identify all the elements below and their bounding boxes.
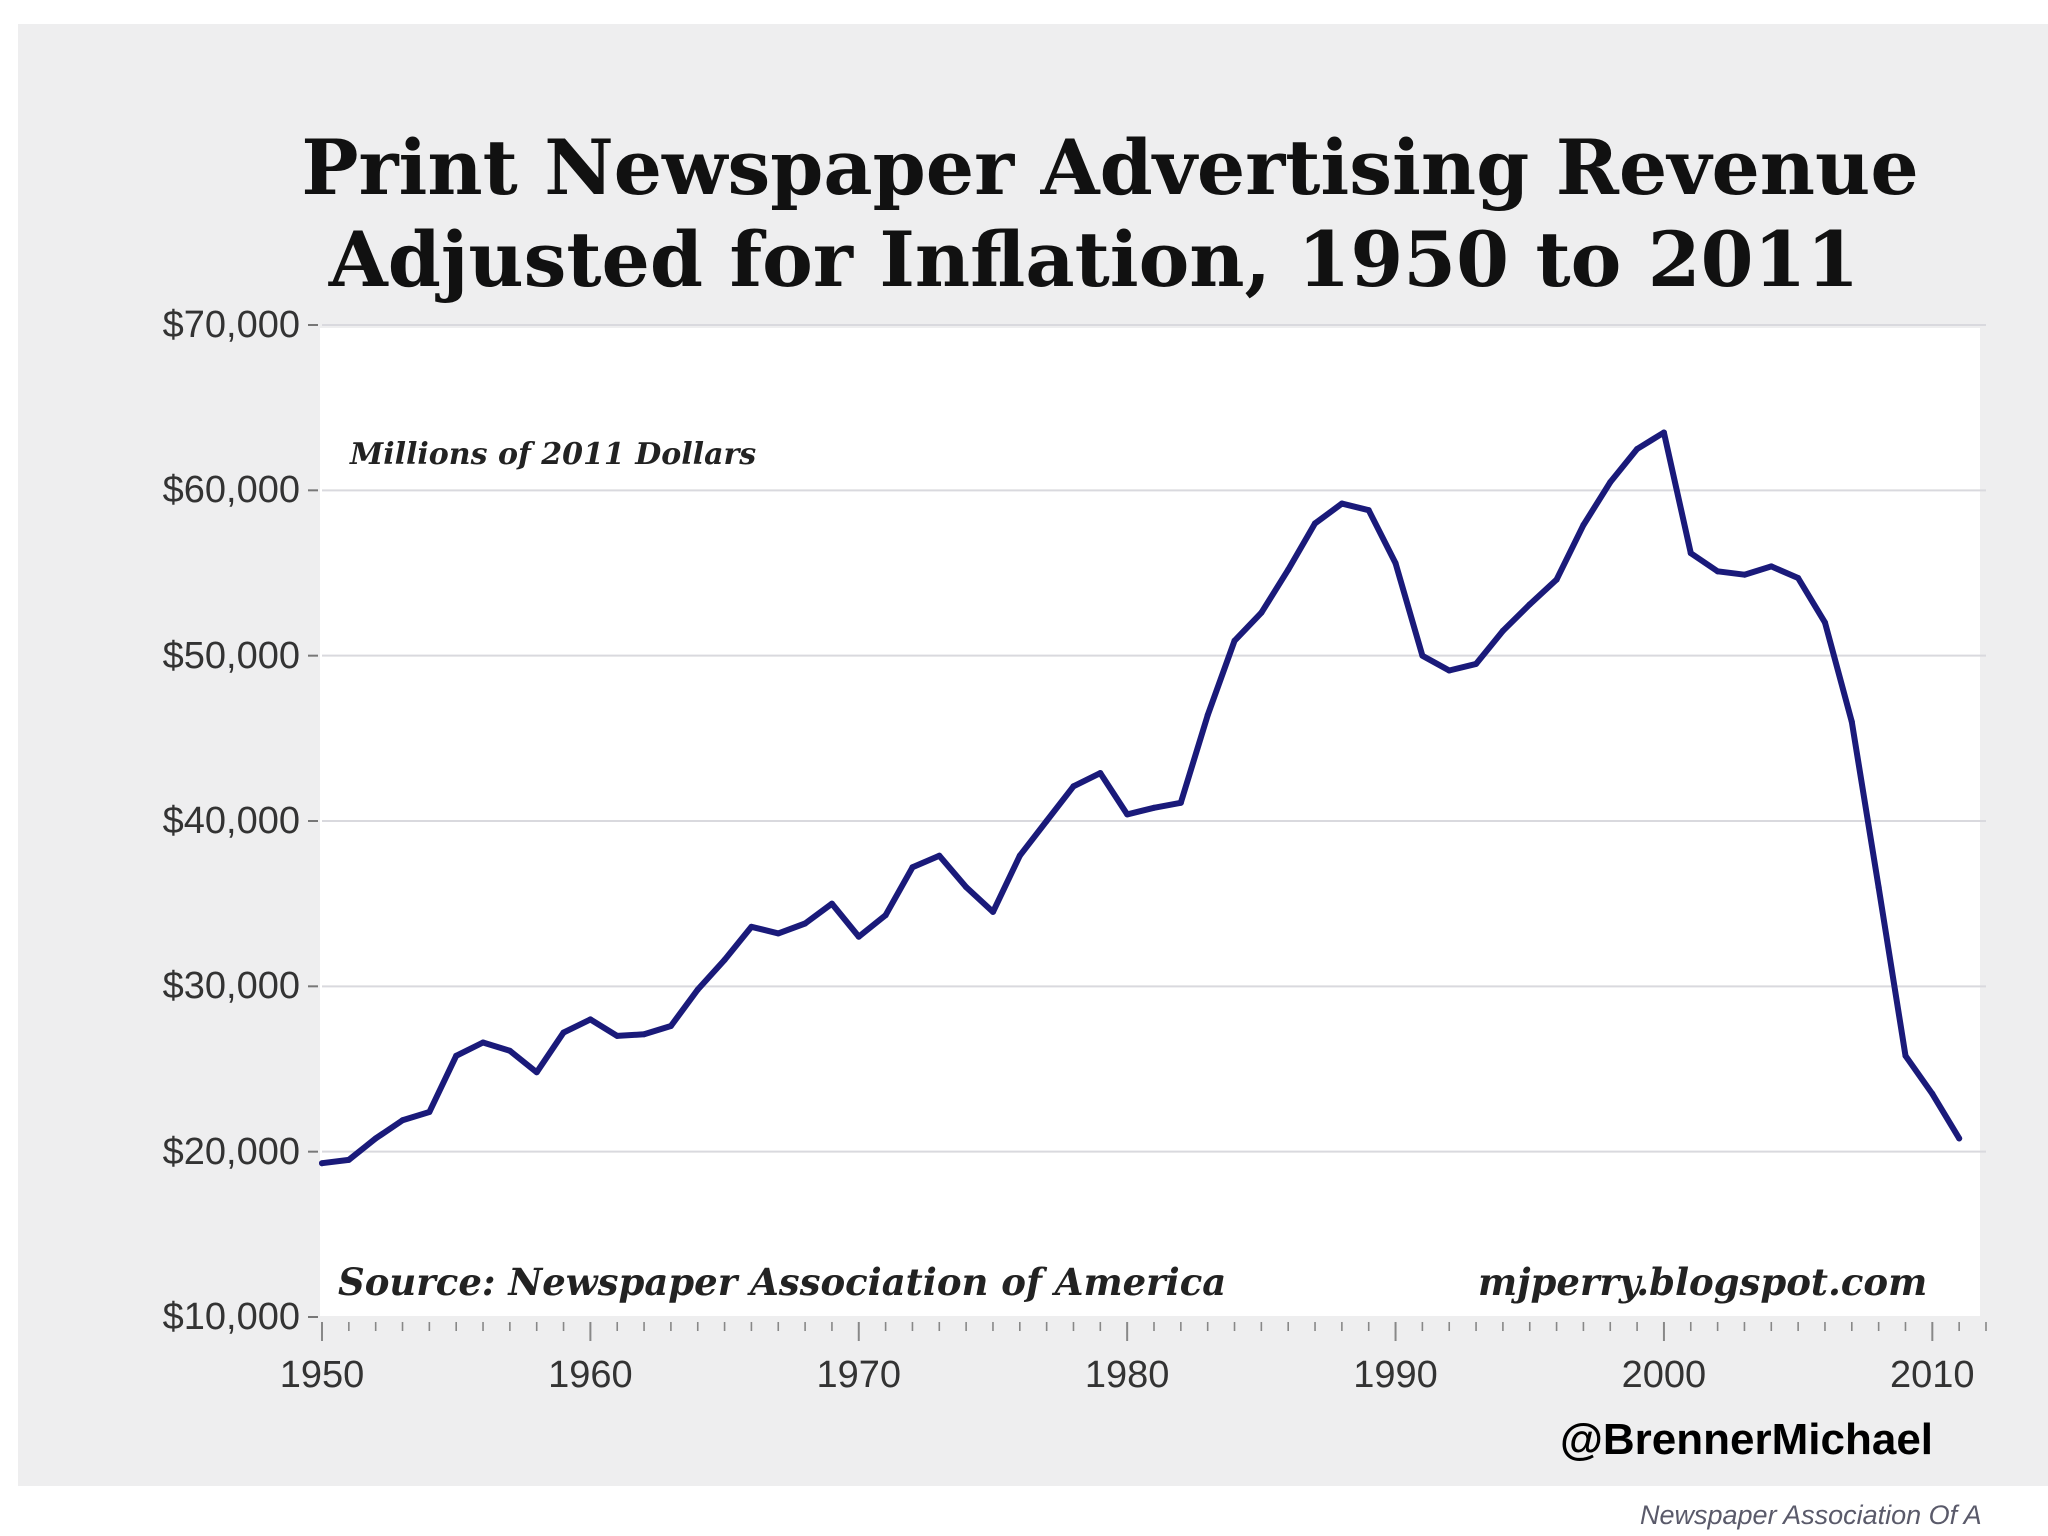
site-credit: mjperry.blogspot.com <box>1478 1260 1928 1304</box>
data-point <box>1687 550 1694 557</box>
data-point <box>909 864 916 871</box>
data-point <box>963 884 970 891</box>
data-point <box>480 1039 487 1046</box>
x-tick-label: 1990 <box>1353 1354 1438 1396</box>
x-tick-label: 1980 <box>1084 1354 1170 1396</box>
data-point <box>426 1108 433 1115</box>
data-point <box>319 1160 325 1167</box>
data-point <box>1526 601 1533 608</box>
data-point <box>560 1029 567 1036</box>
data-point <box>453 1052 460 1059</box>
series-layer <box>319 429 1963 1167</box>
data-point <box>748 923 755 930</box>
data-point <box>1231 637 1238 644</box>
x-tick-label: 1960 <box>548 1354 633 1396</box>
y-tick-label: $20,000 <box>162 1130 300 1173</box>
data-point <box>533 1069 540 1076</box>
data-point <box>1580 522 1587 529</box>
data-point <box>1634 446 1641 452</box>
x-tick-label: 2010 <box>1890 1354 1975 1396</box>
author-handle: @BrennerMichael <box>1560 1415 1934 1464</box>
data-point <box>1446 667 1453 674</box>
data-point <box>1285 566 1292 573</box>
data-point <box>1419 652 1426 659</box>
data-point <box>721 956 728 963</box>
data-point <box>1768 563 1775 570</box>
data-point <box>1741 571 1748 578</box>
data-point <box>1365 507 1372 514</box>
data-point <box>1124 811 1131 818</box>
data-point <box>1312 520 1319 527</box>
data-point <box>1204 712 1211 719</box>
data-point <box>882 912 889 919</box>
data-point <box>1929 1090 1936 1097</box>
data-point <box>1553 576 1560 583</box>
data-point <box>1607 479 1614 486</box>
y-tick-label: $70,000 <box>162 304 300 346</box>
x-tick-label: 2000 <box>1621 1354 1707 1396</box>
data-point <box>775 930 782 937</box>
x-tick-label: 1970 <box>816 1354 902 1396</box>
data-point <box>1902 1052 1909 1059</box>
data-point <box>989 908 996 915</box>
x-tick-label: 1950 <box>279 1354 365 1396</box>
data-point <box>614 1032 621 1039</box>
data-point <box>1499 627 1506 634</box>
data-point <box>1097 770 1104 777</box>
y-tick-label: $40,000 <box>162 800 300 842</box>
data-point <box>1016 852 1023 859</box>
series-line <box>319 429 1963 1167</box>
data-point <box>1821 619 1828 626</box>
x-axis <box>321 1322 1987 1341</box>
data-point <box>1177 799 1184 806</box>
data-point <box>802 920 809 927</box>
data-point <box>1043 818 1050 824</box>
data-point <box>345 1156 352 1163</box>
data-point <box>372 1135 379 1142</box>
data-point <box>667 1023 674 1030</box>
data-point <box>1795 574 1802 581</box>
data-point <box>1392 560 1399 567</box>
data-point <box>641 1031 648 1038</box>
data-point <box>1151 804 1157 811</box>
footer-watermark: Newspaper Association Of A <box>1640 1500 1982 1530</box>
data-point <box>1875 884 1882 891</box>
data-point <box>828 900 835 907</box>
data-point <box>1714 568 1721 575</box>
source-note: Source: Newspaper Association of America <box>338 1260 1227 1304</box>
data-point <box>1660 429 1667 436</box>
units-label: Millions of 2011 Dollars <box>350 437 757 472</box>
data-point <box>587 1016 594 1023</box>
y-tick-label: $30,000 <box>162 965 300 1008</box>
chart-subtitle: Adjusted for Inflation, 1950 to 2011 <box>328 215 1860 304</box>
data-point <box>1258 609 1265 616</box>
data-point <box>936 852 943 859</box>
data-point <box>694 986 701 993</box>
y-tick-label: $60,000 <box>162 469 300 512</box>
y-tick-label: $10,000 <box>162 1296 300 1338</box>
grid-lines <box>308 324 1986 1318</box>
y-tick-label: $50,000 <box>162 634 300 677</box>
chart-title: Print Newspaper Advertising Revenue <box>301 123 1919 212</box>
data-point <box>855 933 862 940</box>
data-point <box>399 1117 406 1124</box>
data-point <box>1338 500 1345 507</box>
data-point <box>1848 718 1855 725</box>
data-point <box>1956 1135 1963 1142</box>
data-point <box>1070 783 1077 790</box>
data-point <box>506 1047 513 1054</box>
data-point <box>1473 660 1480 667</box>
